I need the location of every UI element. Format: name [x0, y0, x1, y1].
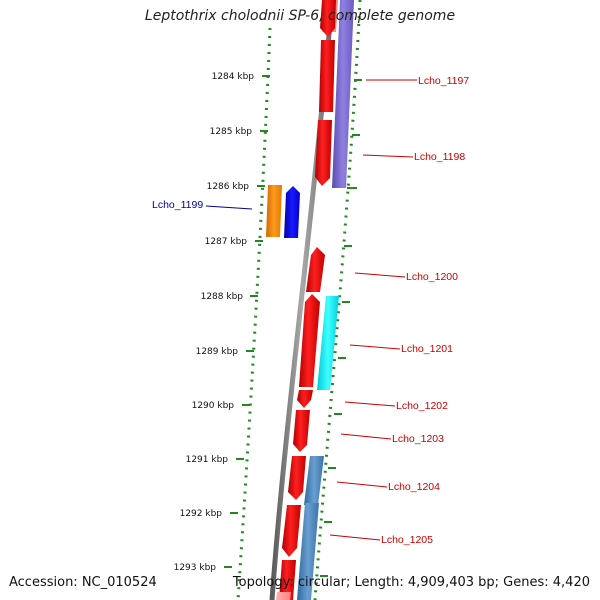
gene-arrow-red[interactable] [306, 247, 325, 292]
kbp-label: 1287 kbp [205, 237, 248, 247]
kbp-labels: 1284 kbp 1285 kbp 1286 kbp 1287 kbp 1288… [174, 72, 255, 573]
kbp-label: 1290 kbp [192, 401, 235, 411]
gene-label-lcho-1201[interactable]: Lcho_1201 [401, 343, 453, 355]
gene-label-lcho-1200[interactable]: Lcho_1200 [406, 271, 458, 283]
feature-track-left [266, 185, 300, 238]
tick-tracks [236, 0, 362, 600]
gene-block-steelblue[interactable] [304, 456, 324, 505]
kbp-label: 1291 kbp [186, 455, 229, 465]
kbp-label: 1292 kbp [180, 509, 223, 519]
gene-block-steelblue[interactable] [297, 503, 319, 600]
gene-arrow-red[interactable] [299, 294, 320, 387]
left-dotted-track [236, 27, 272, 600]
gene-block-purple[interactable] [332, 0, 354, 188]
feature-track-red [276, 0, 336, 600]
gene-label-lcho-1199[interactable]: Lcho_1199 [152, 199, 203, 211]
gene-label-lcho-1202[interactable]: Lcho_1202 [396, 400, 448, 412]
gene-labels: Lcho_1197 Lcho_1198 Lcho_1199 Lcho_1200 … [152, 75, 469, 546]
kbp-label: 1285 kbp [210, 127, 253, 137]
kbp-label: 1293 kbp [174, 563, 217, 573]
gene-label-lcho-1203[interactable]: Lcho_1203 [392, 433, 444, 445]
topology-text: Topology: circular; Length: 4,909,403 bp… [232, 575, 590, 590]
gene-arrow-red[interactable] [293, 410, 310, 452]
accession-text: Accession: NC_010524 [9, 575, 157, 590]
gene-arrow-blue[interactable] [284, 186, 300, 238]
gene-arrow-red[interactable] [319, 40, 335, 112]
gene-arrow-red[interactable] [279, 560, 296, 600]
gene-arrow-red[interactable] [288, 456, 306, 500]
gene-label-lcho-1205[interactable]: Lcho_1205 [381, 534, 433, 546]
gene-block-orange[interactable] [266, 185, 282, 237]
gene-arrow-red[interactable] [315, 120, 332, 186]
gene-arrow-red[interactable] [320, 0, 336, 37]
kbp-label: 1288 kbp [201, 292, 244, 302]
kbp-label: 1284 kbp [212, 72, 255, 82]
gene-label-lcho-1204[interactable]: Lcho_1204 [388, 481, 440, 493]
kbp-label: 1286 kbp [207, 182, 250, 192]
gene-label-lcho-1198[interactable]: Lcho_1198 [414, 151, 465, 163]
label-leaders [205, 79, 417, 541]
gene-block-pink[interactable] [276, 592, 291, 600]
kbp-ruler [224, 75, 270, 568]
kbp-label: 1289 kbp [196, 347, 239, 357]
map-title: Leptothrix cholodnii SP-6, complete geno… [144, 8, 456, 24]
gene-arrow-red[interactable] [297, 390, 313, 408]
gene-block-cyan[interactable] [317, 296, 339, 390]
right-track-dashes [320, 79, 362, 577]
gene-label-lcho-1197[interactable]: Lcho_1197 [418, 75, 469, 87]
gene-arrow-red[interactable] [282, 505, 301, 557]
